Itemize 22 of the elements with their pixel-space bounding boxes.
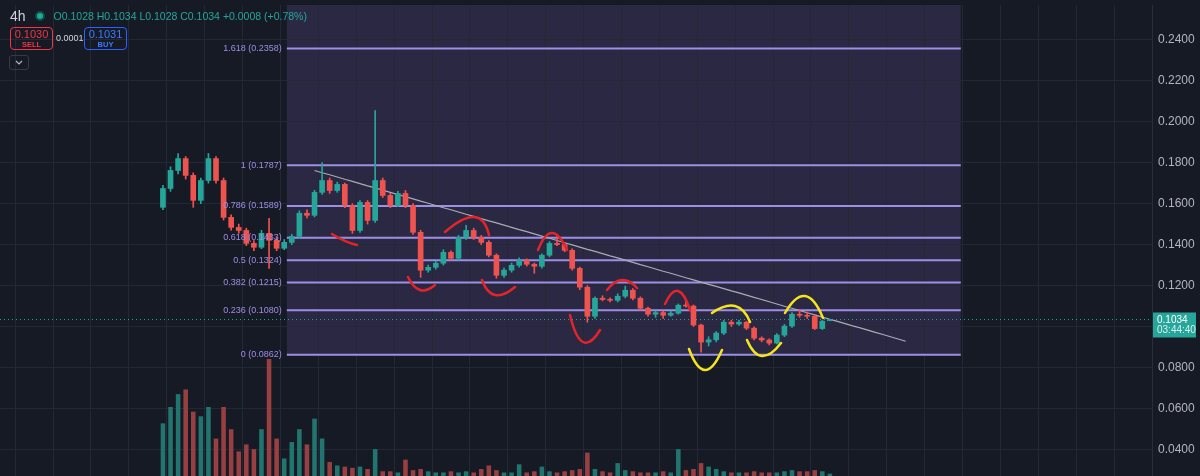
y-tick-label: 0.0400 [1158,441,1196,456]
y-tick-label: 0.2000 [1158,114,1196,129]
ref-line-label: 0.1034 [1157,314,1189,326]
annotation: 0.1031 [88,27,123,40]
ref-line-label: 0 (0.0862) [240,349,282,360]
y-tick-label: 0.2400 [1158,32,1196,47]
y-tick-label: 0.1200 [1158,277,1196,292]
y-tick-label: 0.1800 [1158,155,1196,169]
ref-line-label: 1.618 (0.2358) [223,42,282,53]
chart-title: 4h [10,8,26,24]
y-tick-label: 0.0600 [1158,400,1196,415]
ref-line-label: 1 (0.1787) [240,159,282,170]
annotation: 0.0001 [56,33,84,43]
text: 03:44:40 [1157,324,1197,336]
y-tick-label: 0.0800 [1158,359,1196,374]
y-tick-label: 0.2200 [1158,73,1196,88]
y-tick-label: 0.1600 [1158,195,1196,210]
annotation: 0.1030 [14,27,49,40]
ref-line-label: 0.236 (0.1080) [223,304,282,315]
text: O0.1028 H0.1034 L0.1028 C0.1034 +0.0008 (+0.78%) [53,10,307,22]
y-tick-label: 0.1400 [1158,236,1196,251]
ref-line-label: 0.382 (0.1215) [223,276,282,287]
